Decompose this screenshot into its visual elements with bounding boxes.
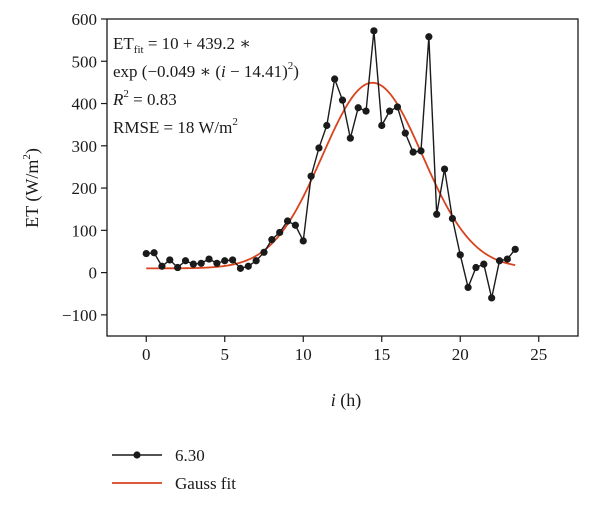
- observed-data-point: [378, 121, 386, 130]
- formula-line-2: exp (−0.049 ∗ (i − 14.41)2): [113, 60, 299, 81]
- observed-data-point: [488, 294, 496, 302]
- observed-data-point: [464, 283, 472, 291]
- observed-data-point: [331, 75, 339, 83]
- y-tick-label: 200: [72, 179, 98, 198]
- observed-data-point: [205, 255, 213, 263]
- y-tick-label: 300: [72, 137, 98, 156]
- x-tick-label: 0: [142, 345, 151, 364]
- observed-data-point: [181, 257, 190, 265]
- series-group: [142, 27, 519, 302]
- observed-data-point: [480, 260, 488, 268]
- y-axis-sup: 2: [21, 154, 33, 160]
- rmse-value: RMSE = 18 W/m: [113, 118, 232, 137]
- observed-data-point: [472, 263, 480, 272]
- observed-data-point: [511, 245, 519, 253]
- formula-exp: exp (−0.049 ∗ (: [113, 62, 221, 81]
- observed-data-point: [283, 217, 292, 225]
- y-tick-label: 0: [89, 264, 98, 283]
- observed-data-point: [354, 104, 362, 112]
- r-squared-r: R: [112, 90, 124, 109]
- observed-data-point: [338, 96, 347, 104]
- observed-data-point: [425, 33, 433, 41]
- observed-data-point: [362, 107, 370, 115]
- formula-et-subscript: fit: [134, 44, 144, 56]
- x-tick-label: 5: [221, 345, 230, 364]
- observed-data-point: [503, 255, 511, 263]
- formula-coefficients: = 10 + 439.2 ∗: [144, 34, 251, 53]
- y-tick-label: 500: [72, 52, 98, 71]
- r-squared-value: = 0.83: [129, 90, 177, 109]
- observed-data-point: [252, 257, 260, 265]
- observed-data-point: [433, 210, 441, 218]
- observed-data-point: [448, 214, 456, 223]
- observed-data-point: [440, 165, 449, 173]
- y-axis-main: ET (W/m: [22, 160, 43, 228]
- y-axis-title: ET (W/m2): [21, 148, 43, 228]
- observed-data-point: [268, 236, 276, 244]
- legend: 6.30 Gauss fit: [112, 446, 236, 493]
- y-tick-label: −100: [62, 306, 97, 325]
- x-axis-unit: (h): [336, 390, 362, 411]
- observed-data-point: [346, 134, 354, 142]
- legend-marker-observed: [133, 451, 141, 459]
- gauss-fit-line: [146, 81, 516, 270]
- observed-data-point: [393, 103, 402, 111]
- observed-data-point: [401, 129, 409, 137]
- observed-data-point: [213, 259, 221, 267]
- observed-data-point: [189, 260, 197, 268]
- formula-center: − 14.41): [226, 62, 288, 81]
- x-tick-label: 15: [373, 345, 390, 364]
- observed-data-point: [197, 259, 205, 267]
- y-tick-label: 600: [72, 10, 98, 29]
- r-squared-label: R2 = 0.83: [112, 88, 177, 109]
- r-squared-sup: 2: [123, 88, 129, 100]
- legend-label-gauss-fit: Gauss fit: [175, 474, 236, 493]
- axis-ticks: 0 5 10 15 20 25 −100 0 100 200 300 400 500 600: [62, 10, 547, 364]
- observed-data-point: [158, 262, 166, 270]
- formula-line-1: ETfit = 10 + 439.2 ∗: [113, 34, 251, 56]
- observed-data-point: [456, 251, 464, 259]
- observed-data-point: [229, 256, 237, 264]
- x-tick-label: 10: [295, 345, 312, 364]
- rmse-sup: 2: [232, 116, 238, 128]
- observed-data-point: [236, 264, 245, 272]
- x-axis-variable: i: [331, 390, 336, 410]
- observed-data-point: [315, 144, 323, 152]
- formula-exponent: 2: [288, 60, 294, 72]
- observed-data-point: [307, 172, 315, 180]
- observed-data-point: [386, 107, 394, 115]
- observed-data-point: [260, 248, 268, 256]
- x-tick-label: 25: [530, 345, 547, 364]
- observed-data-point: [409, 148, 417, 156]
- observed-data-point: [370, 27, 378, 35]
- observed-data-point: [150, 249, 158, 257]
- observed-data-point: [495, 257, 504, 265]
- x-axis-title: i (h): [331, 390, 362, 411]
- observed-data-point: [417, 147, 425, 155]
- x-tick-label: 20: [452, 345, 469, 364]
- observed-data-point: [166, 256, 174, 264]
- formula-et: ET: [113, 34, 134, 53]
- legend-label-observed: 6.30: [175, 446, 205, 465]
- observed-data-point: [221, 257, 229, 265]
- observed-data-point: [291, 221, 299, 229]
- plot-frame: [106, 18, 579, 337]
- formula-close: ): [293, 62, 299, 81]
- y-axis-close: ): [22, 148, 43, 154]
- y-tick-label: 400: [72, 95, 98, 114]
- y-tick-label: 100: [72, 221, 98, 240]
- observed-data-point: [244, 262, 252, 270]
- observed-data-point: [323, 121, 331, 130]
- observed-data-point: [174, 263, 182, 272]
- observed-data-point: [299, 237, 307, 245]
- plot-frame-rect: [106, 18, 579, 337]
- observed-data-point: [142, 249, 150, 258]
- formula-variable: i: [221, 62, 226, 81]
- rmse-label: RMSE = 18 W/m2: [113, 116, 238, 137]
- observed-data-point: [276, 228, 284, 237]
